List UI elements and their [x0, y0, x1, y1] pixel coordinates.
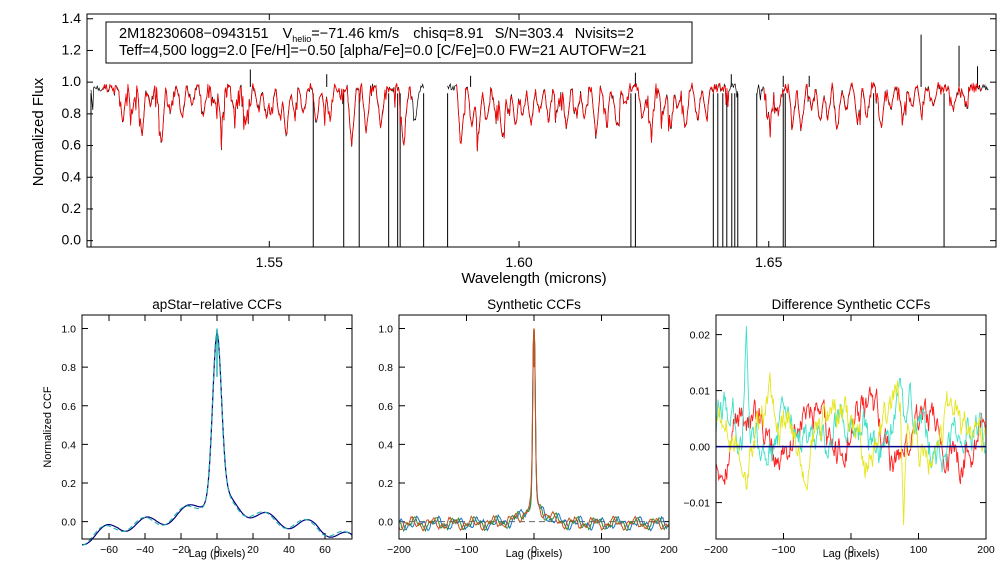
apstar-ccf-xtick-label: −40: [136, 544, 154, 556]
apstar-ccf-ytick-label: 0.4: [61, 439, 76, 451]
spectrum-ytick-label: 0.0: [62, 232, 82, 248]
apstar-ccf-tick-labels: −60 −40 −20 0 20 40 60 0.0 0.2 0.4 0.6 0.8 1.0: [61, 324, 331, 556]
apstar-ccf-x-axis-label: Lag (pixels): [189, 548, 246, 560]
synthetic-ccf-ytick-label: 0.4: [378, 439, 393, 451]
synthetic-spectrum-line: [763, 82, 982, 138]
spectrum-ytick-label: 1.0: [62, 73, 82, 89]
spectrum-y-axis-label: Normalized Flux: [30, 77, 47, 186]
difference-ccf-panel: Difference Synthetic CCFs −200 −100 0 100 20…: [683, 297, 994, 560]
spectrum-ytick-label: 1.2: [62, 41, 82, 57]
synthetic-ccf-xtick-label: −200: [387, 544, 411, 556]
synthetic-ccf-line: [398, 328, 669, 532]
synthetic-ccf-title: Synthetic CCFs: [487, 297, 581, 312]
apstar-ccf-xtick-label: −20: [172, 544, 190, 556]
spectrum-xtick-label: 1.65: [755, 254, 782, 270]
synthetic-spectrum-series: [101, 82, 982, 151]
apstar-ccf-xtick-label: 40: [283, 544, 295, 556]
spectrum-tick-labels: 1.55 1.60 1.65 0.0 0.2 0.4 0.6 0.8 1.0 1.2 1.4: [62, 10, 783, 270]
apstar-ccf-xtick-label: 0: [214, 544, 220, 556]
synthetic-ccf-ytick-label: 0.0: [378, 517, 393, 529]
synthetic-ccf-ytick-label: 0.2: [378, 478, 393, 490]
difference-ccf-ytick-label: −0.01: [683, 498, 710, 510]
apstar-ccf-panel: apStar−relative CCFs −60 −40 −20 0 20 40 60 0.0…: [42, 297, 353, 560]
vhelio-subscript: helio: [292, 34, 311, 44]
star-id: 2M18230608−0943151: [119, 26, 269, 42]
info-line-1: 2M18230608−0943151 Vhelio=−71.46 km/s ch…: [119, 26, 634, 44]
spectrum-plot-frame: [86, 13, 997, 248]
apstar-ccf-title: apStar−relative CCFs: [152, 297, 282, 312]
difference-ccf-line: [715, 372, 987, 526]
synthetic-ccf-ytick-label: 1.0: [378, 324, 393, 336]
difference-ccf-series: [715, 326, 987, 526]
vhelio-value: =−71.46 km/s: [311, 26, 399, 42]
synthetic-ccf-tick-labels: −200 −100 0 100 200 0.0 0.2 0.4 0.6 0.8 1.0: [378, 324, 678, 556]
chisq-value: chisq=8.91: [413, 26, 484, 42]
synthetic-ccf-xtick-label: −100: [455, 544, 479, 556]
apstar-ccf-ytick-label: 0.2: [61, 478, 76, 490]
difference-ccf-plot-frame: [715, 314, 987, 540]
difference-ccf-ytick-label: 0.01: [690, 386, 711, 398]
difference-ccf-xtick-label: −100: [772, 544, 796, 556]
synthetic-ccf-panel: Synthetic CCFs −200 −100 0 100 200 0.0 0.2 0.4 0…: [378, 297, 678, 560]
apstar-ccf-xtick-label: 20: [247, 544, 259, 556]
spectrum-ytick-label: 0.4: [62, 168, 82, 184]
difference-ccf-title: Difference Synthetic CCFs: [772, 297, 931, 312]
synthetic-ccf-ytick-label: 0.8: [378, 362, 393, 374]
vhelio-label: V: [283, 26, 293, 42]
apstar-ccf-y-axis-label: Normalized CCF: [42, 386, 54, 468]
difference-ccf-ytick-label: 0.02: [690, 330, 711, 342]
difference-ccf-x-axis-label: Lag (pixels): [823, 548, 880, 560]
spectrum-ytick-label: 1.4: [62, 10, 82, 26]
synthetic-ccf-x-axis-label: Lag (pixels): [506, 548, 563, 560]
difference-ccf-xtick-label: 0: [848, 544, 854, 556]
apstar-ccf-series: [81, 328, 353, 546]
difference-ccf-line: [715, 326, 987, 473]
apstar-ccf-ytick-label: 1.0: [61, 324, 76, 336]
synthetic-spectrum-line: [456, 82, 730, 151]
synthetic-ccf-series: [398, 328, 670, 533]
spectrum-x-axis-label: Wavelength (microns): [461, 270, 606, 287]
spectrum-xtick-label: 1.55: [256, 254, 283, 270]
synthetic-spectrum-line: [101, 83, 414, 149]
spectrum-xtick-label: 1.60: [505, 254, 532, 270]
difference-ccf-xtick-label: 100: [910, 544, 928, 556]
difference-ccf-ytick-label: 0.00: [690, 442, 711, 454]
apstar-ccf-ytick-label: 0.6: [61, 401, 76, 413]
apstar-ccf-plot-frame: [81, 314, 353, 540]
apstar-ccf-xtick-label: 60: [319, 544, 331, 556]
difference-ccf-xtick-label: 200: [977, 544, 995, 556]
difference-ccf-xtick-label: −200: [704, 544, 728, 556]
spectrum-panel: 1.55 1.60 1.65 0.0 0.2 0.4 0.6 0.8 1.0 1.2 1.4 Wav…: [30, 10, 997, 287]
synthetic-ccf-xtick-label: 200: [660, 544, 678, 556]
apstar-ccf-ytick-label: 0.0: [61, 517, 76, 529]
info-box-frame: [105, 21, 693, 64]
spectrum-ticks: [87, 14, 996, 247]
snr-value: S/N=303.4: [495, 26, 564, 42]
apstar-ccf-xtick-label: −60: [100, 544, 118, 556]
nvisits-value: Nvisits=2: [575, 26, 634, 42]
spectrum-ytick-label: 0.6: [62, 137, 82, 153]
spectrum-ytick-label: 0.2: [62, 200, 82, 216]
synthetic-ccf-xtick-label: 0: [531, 544, 537, 556]
apstar-ccf-ticks: [82, 315, 352, 539]
apstar-ccf-ytick-label: 0.8: [61, 362, 76, 374]
difference-ccf-tick-labels: −200 −100 0 100 200 −0.01 0.00 0.01 0.02: [683, 330, 994, 556]
synthetic-ccf-ytick-label: 0.6: [378, 401, 393, 413]
synthetic-ccf-xtick-label: 100: [593, 544, 611, 556]
info-line-2: Teff=4,500 logg=2.0 [Fe/H]=−0.50 [alpha/…: [119, 43, 646, 59]
spectrum-info-box: 2M18230608−0943151 Vhelio=−71.46 km/s ch…: [105, 21, 693, 64]
spectrum-ytick-label: 0.8: [62, 105, 82, 121]
synthetic-ccf-plot-frame: [398, 314, 670, 540]
